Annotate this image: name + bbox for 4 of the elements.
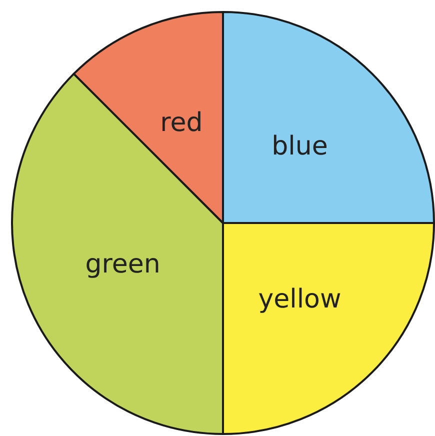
slice-label: green bbox=[85, 250, 160, 280]
slice-label: red bbox=[160, 108, 203, 138]
slice-label: blue bbox=[272, 131, 328, 162]
slice-label: yellow bbox=[258, 284, 342, 315]
